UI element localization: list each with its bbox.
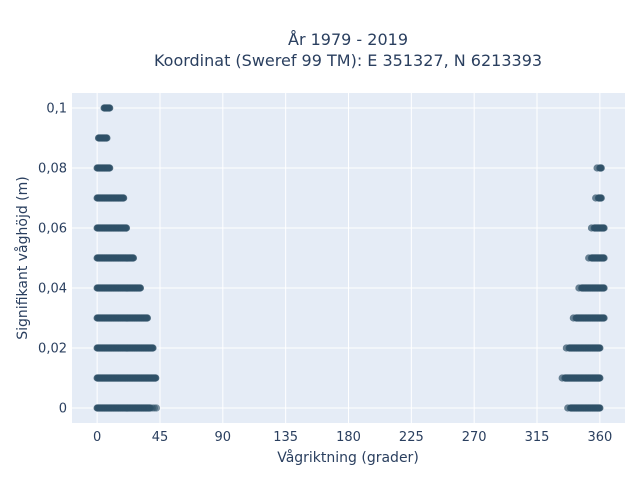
data-point	[600, 224, 608, 232]
grid-lines	[72, 93, 625, 423]
data-point	[597, 194, 605, 202]
data-point	[152, 374, 160, 382]
data-point	[136, 284, 145, 292]
data-point	[152, 404, 161, 412]
x-tick-label: 45	[152, 430, 169, 445]
data-point	[149, 344, 157, 352]
x-tick-label: 90	[215, 430, 232, 445]
data-points	[93, 104, 608, 412]
chart-subtitle: Koordinat (Sweref 99 TM): E 351327, N 62…	[154, 51, 542, 70]
x-tick-label: 315	[525, 430, 550, 445]
y-tick-label: 0,06	[38, 222, 67, 237]
x-tick-label: 0	[93, 430, 101, 445]
y-axis-label: Signifikant våghöjd (m)	[14, 176, 31, 339]
y-tick-label: 0,04	[38, 282, 67, 297]
data-point	[106, 104, 114, 112]
x-tick-label: 225	[399, 430, 424, 445]
data-point	[600, 284, 608, 292]
data-point	[596, 374, 604, 382]
x-tick-label: 360	[587, 430, 612, 445]
data-point	[597, 164, 605, 172]
data-point	[106, 164, 114, 172]
data-point	[120, 194, 128, 202]
data-point	[122, 224, 131, 232]
chart-title: År 1979 - 2019	[288, 30, 408, 49]
x-tick-label: 180	[336, 430, 361, 445]
y-tick-labels: 0 0,02 0,04 0,06 0,08 0,1	[38, 102, 67, 417]
y-tick-label: 0,1	[46, 102, 67, 117]
x-tick-labels: 0 45 90 135 180 225 270 315 360	[93, 430, 612, 445]
data-point	[596, 404, 604, 412]
data-point	[600, 314, 608, 322]
data-point	[129, 254, 138, 262]
y-tick-label: 0,08	[38, 162, 67, 177]
x-axis-label: Vågriktning (grader)	[277, 449, 419, 466]
data-point	[600, 254, 608, 262]
data-point	[596, 344, 604, 352]
y-tick-label: 0	[59, 402, 67, 417]
y-tick-label: 0,02	[38, 342, 67, 357]
x-tick-label: 270	[462, 430, 487, 445]
x-tick-label: 135	[273, 430, 298, 445]
data-point	[143, 314, 152, 322]
data-point	[103, 134, 111, 142]
